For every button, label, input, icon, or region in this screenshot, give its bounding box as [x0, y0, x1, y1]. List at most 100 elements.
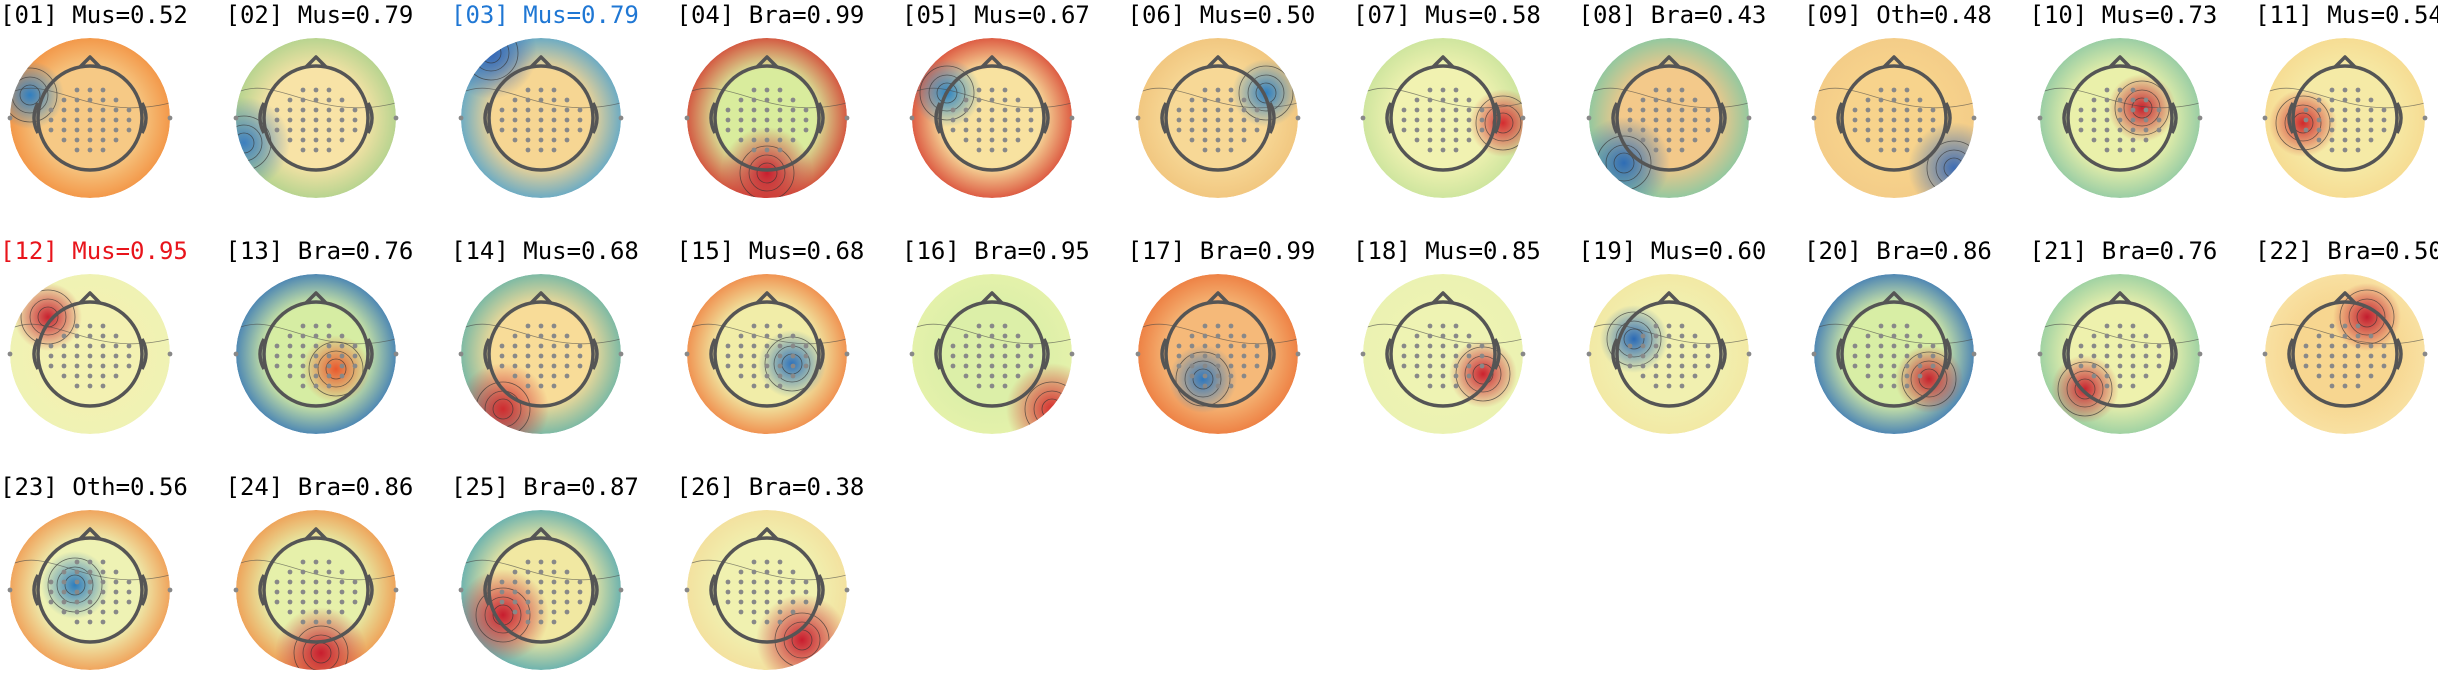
electrode-dot [1930, 343, 1936, 349]
component-tile[interactable]: [12] Mus=0.95 [0, 236, 210, 436]
topomap[interactable] [226, 505, 406, 675]
electrode-dot [1917, 107, 1923, 113]
electrode-dot [1002, 107, 1008, 113]
electrode-dot [538, 147, 544, 153]
electrode-dot [738, 333, 743, 339]
electrode-dot [1679, 353, 1684, 359]
component-tile[interactable]: [02] Mus=0.79 [226, 0, 436, 200]
electrode-dot [2104, 117, 2109, 123]
electrode-dot [458, 587, 464, 593]
electrode-dot [2104, 147, 2109, 153]
electrode-dot [126, 579, 132, 585]
electrode-dot [790, 589, 795, 595]
electrode-dot [538, 127, 544, 133]
topomap[interactable] [1128, 269, 1308, 439]
topomap[interactable] [226, 33, 406, 203]
component-tile[interactable]: [09] Oth=0.48 [1804, 0, 2014, 200]
electrode-dot [538, 107, 544, 113]
electrode-dot [2316, 107, 2322, 113]
topomap[interactable] [451, 33, 631, 203]
component-tile[interactable]: [15] Mus=0.68 [677, 236, 887, 436]
electrode-dot [1228, 137, 1233, 143]
component-tile[interactable]: [19] Mus=0.60 [1579, 236, 1789, 436]
electrode-dot [725, 343, 730, 349]
topomap[interactable] [226, 269, 406, 439]
electrode-dot [339, 107, 344, 113]
electrode-dot [525, 323, 531, 329]
electrode-dot [1202, 137, 1207, 143]
component-tile[interactable]: [14] Mus=0.68 [451, 236, 661, 436]
topomap[interactable] [1128, 33, 1308, 203]
topomap[interactable] [902, 269, 1082, 439]
topomap[interactable] [1804, 269, 1984, 439]
component-tile[interactable]: [08] Bra=0.43 [1579, 0, 1789, 200]
electrode-dot [1692, 107, 1697, 113]
contour-line [475, 587, 531, 643]
topomap[interactable] [677, 505, 857, 675]
electrode-dot [963, 117, 969, 123]
topomap[interactable] [451, 505, 631, 675]
topomap[interactable] [1579, 269, 1759, 439]
topomap[interactable] [677, 33, 857, 203]
topomap[interactable] [677, 269, 857, 439]
electrode-dot [989, 87, 995, 93]
component-tile[interactable]: [24] Bra=0.86 [226, 472, 436, 672]
component-tile[interactable]: [11] Mus=0.54 [2255, 0, 2438, 200]
electrode-dot [300, 383, 305, 389]
component-tile[interactable]: [18] Mus=0.85 [1353, 236, 1563, 436]
component-tile[interactable]: [10] Mus=0.73 [2030, 0, 2240, 200]
component-tile[interactable]: [05] Mus=0.67 [902, 0, 1112, 200]
topomap[interactable] [1804, 33, 1984, 203]
electrode-dot [74, 579, 80, 585]
electrode-dot [1891, 127, 1897, 133]
component-tile[interactable]: [26] Bra=0.38 [677, 472, 887, 672]
electrode-dot [2329, 363, 2335, 369]
electrode-dot [963, 353, 969, 359]
component-tile[interactable]: [21] Bra=0.76 [2030, 236, 2240, 436]
component-tile[interactable]: [23] Oth=0.56 [0, 472, 210, 672]
electrode-dot [551, 147, 557, 153]
electrode-dot [2422, 351, 2428, 357]
electrode-dot [989, 363, 995, 369]
electrode-dot [777, 383, 782, 389]
left-ear-icon [257, 338, 266, 370]
component-tile[interactable]: [06] Mus=0.50 [1128, 0, 1338, 200]
electrode-dot [1878, 117, 1884, 123]
component-tile[interactable]: [16] Bra=0.95 [902, 236, 1112, 436]
electrode-dot [287, 569, 292, 575]
topomap[interactable] [2255, 33, 2435, 203]
electrode-dot [339, 579, 344, 585]
head-outline [712, 536, 821, 644]
topomap[interactable] [2030, 33, 2210, 203]
contour-line [1255, 82, 1276, 104]
component-tile[interactable]: [01] Mus=0.52 [0, 0, 210, 200]
electrode-dot [1692, 363, 1697, 369]
topomap[interactable] [1353, 33, 1533, 203]
electrode-dot [564, 117, 570, 123]
topomap[interactable] [1353, 269, 1533, 439]
component-tile[interactable]: [03] Mus=0.79 [451, 0, 661, 200]
electrode-dot [287, 353, 292, 359]
electrode-dot [777, 323, 782, 329]
electrode-dot [1241, 373, 1246, 379]
component-tile[interactable]: [25] Bra=0.87 [451, 472, 661, 672]
component-tile[interactable]: [04] Bra=0.99 [677, 0, 887, 200]
electrode-dot [1215, 127, 1220, 133]
topomap[interactable] [451, 269, 631, 439]
topomap[interactable] [0, 33, 180, 203]
electrode-dot [1215, 147, 1220, 153]
topomap[interactable] [902, 33, 1082, 203]
topomap[interactable] [2255, 269, 2435, 439]
topomap[interactable] [2030, 269, 2210, 439]
topomap[interactable] [0, 269, 180, 439]
component-tile[interactable]: [07] Mus=0.58 [1353, 0, 1563, 200]
electrode-dot [1666, 323, 1671, 329]
topomap[interactable] [1579, 33, 1759, 203]
component-tile[interactable]: [17] Bra=0.99 [1128, 236, 1338, 436]
electrode-dot [525, 599, 531, 605]
component-tile[interactable]: [20] Bra=0.86 [1804, 236, 2014, 436]
electrode-dot [512, 589, 518, 595]
topomap[interactable] [0, 505, 180, 675]
component-tile[interactable]: [22] Bra=0.50 [2255, 236, 2438, 436]
component-tile[interactable]: [13] Bra=0.76 [226, 236, 436, 436]
